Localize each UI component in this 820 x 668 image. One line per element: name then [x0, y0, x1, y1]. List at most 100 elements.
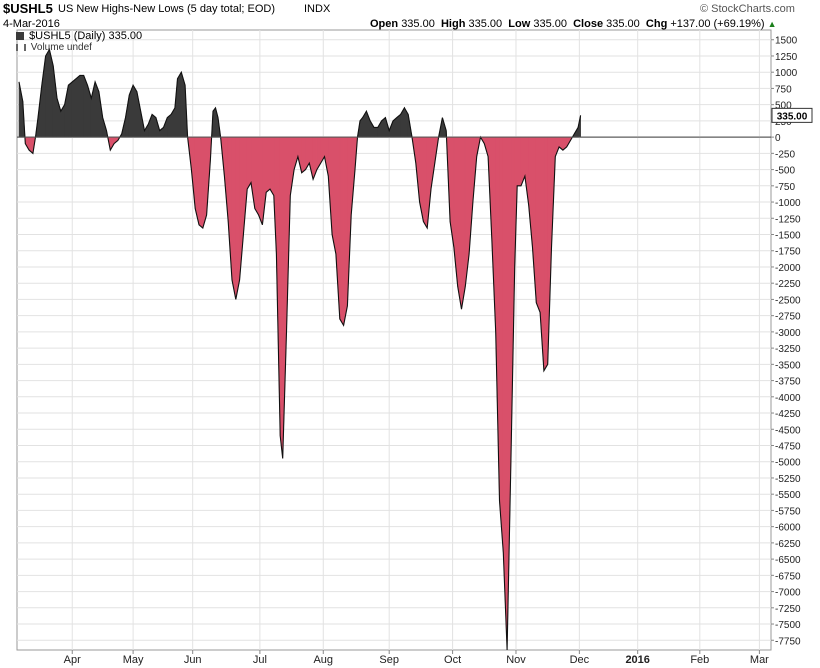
- y-tick-label: -3750: [775, 377, 801, 388]
- high-label: High: [440, 18, 466, 30]
- y-tick-label: -3000: [775, 328, 801, 339]
- chg-label: Chg: [645, 18, 668, 30]
- y-tick-label: -1750: [775, 247, 801, 258]
- chart-exchange: INDX: [304, 3, 331, 15]
- y-tick-label: -7000: [775, 588, 801, 599]
- y-tick-label: -1500: [775, 231, 801, 242]
- volume-legend-icon: [16, 43, 26, 51]
- y-tick-label: -4750: [775, 441, 801, 452]
- area-positive: [45, 48, 50, 138]
- open-label: Open: [370, 18, 399, 30]
- x-tick-label: Aug: [313, 654, 333, 666]
- ohlc-readout: Open 335.00 High 335.00 Low 335.00 Close…: [370, 18, 777, 30]
- area-negative: [202, 136, 207, 229]
- x-tick-label: Jun: [184, 654, 202, 666]
- x-tick-label: Sep: [379, 654, 399, 666]
- area-negative: [535, 136, 541, 313]
- y-tick-label: 0: [775, 133, 781, 144]
- y-tick-label: 500: [775, 101, 792, 112]
- y-tick-label: 750: [775, 84, 792, 95]
- area-negative: [258, 136, 263, 225]
- x-tick-label: Apr: [64, 654, 81, 666]
- chart-symbol: $USHL5: [3, 1, 53, 16]
- y-tick-label: -5500: [775, 490, 801, 501]
- y-tick-label: -4000: [775, 393, 801, 404]
- legend-volume: Volume undef: [16, 42, 92, 53]
- area-negative: [269, 136, 275, 197]
- x-tick-label: Feb: [690, 654, 709, 666]
- line-layer: [17, 48, 771, 651]
- y-tick-label: -4500: [775, 425, 801, 436]
- y-tick-label: -2750: [775, 312, 801, 323]
- x-tick-label: Nov: [506, 654, 526, 666]
- area-negative: [499, 136, 504, 553]
- area-negative: [461, 136, 466, 310]
- area-positive: [68, 81, 73, 138]
- watermark: © StockCharts.com: [700, 3, 795, 15]
- area-positive: [71, 78, 77, 138]
- legend-series: $USHL5 (Daily) 335.00: [16, 30, 142, 42]
- y-tick-label: 1500: [775, 36, 798, 47]
- close-label: Close: [573, 18, 604, 30]
- area-negative: [198, 136, 204, 229]
- x-tick-label: 2016: [625, 654, 649, 666]
- area-negative: [457, 136, 462, 310]
- area-negative: [543, 136, 548, 372]
- y-axis: 1500125010007505002500-250-500-750-1000-…: [771, 36, 801, 647]
- y-tick-label: 1250: [775, 52, 798, 63]
- y-tick-label: -2500: [775, 295, 801, 306]
- area-negative: [301, 136, 306, 174]
- y-tick-label: -6000: [775, 523, 801, 534]
- y-tick-label: -1000: [775, 198, 801, 209]
- low-value: 335.00: [533, 18, 567, 30]
- high-value: 335.00: [468, 18, 503, 30]
- y-tick-label: -6500: [775, 555, 801, 566]
- chart-description: US New Highs-New Lows (5 day total; EOD): [58, 3, 276, 15]
- last-value: 335.00: [771, 107, 813, 123]
- last-value-label: 335.00: [777, 111, 808, 122]
- y-tick-label: -1250: [775, 214, 801, 225]
- chart-date: 4-Mar-2016: [3, 18, 60, 30]
- y-tick-label: -3250: [775, 344, 801, 355]
- y-tick-label: -2250: [775, 279, 801, 290]
- y-tick-label: -4250: [775, 409, 801, 420]
- x-tick-label: Mar: [750, 654, 769, 666]
- y-tick-label: -3500: [775, 360, 801, 371]
- y-tick-label: -6750: [775, 571, 801, 582]
- y-tick-label: -5000: [775, 458, 801, 469]
- y-tick-label: -5250: [775, 474, 801, 485]
- x-tick-label: May: [123, 654, 144, 666]
- x-axis: Apr May Jun Jul Aug Sep Oct Nov Dec 2016 Feb Mar: [64, 650, 769, 666]
- legend-volume-label: Volume undef: [30, 42, 92, 53]
- area-negative: [343, 136, 348, 326]
- series-line: [18, 48, 582, 651]
- y-tick-label: -7500: [775, 620, 801, 631]
- y-tick-label: -7750: [775, 636, 801, 647]
- area-negative: [246, 136, 252, 191]
- area-negative: [265, 136, 271, 193]
- area-positive: [177, 71, 182, 138]
- x-tick-label: Oct: [444, 654, 461, 666]
- y-tick-label: -500: [775, 166, 795, 177]
- area-legend-icon: [16, 32, 24, 41]
- y-tick-label: -7250: [775, 604, 801, 615]
- area-negative: [235, 136, 240, 300]
- close-value: 335.00: [606, 18, 640, 30]
- y-tick-label: -5750: [775, 506, 801, 517]
- y-tick-label: -6250: [775, 539, 801, 550]
- area-positive: [75, 74, 81, 138]
- area-negative: [339, 136, 344, 327]
- chg-value: +137.00 (+69.19%): [670, 18, 765, 30]
- open-value: 335.00: [401, 18, 435, 30]
- area-negative: [423, 136, 428, 230]
- x-tick-label: Jul: [253, 654, 267, 666]
- area-positive: [373, 127, 379, 138]
- area-positive: [132, 84, 138, 138]
- y-tick-label: -2000: [775, 263, 801, 274]
- y-tick-label: -750: [775, 182, 795, 193]
- last-value-box: [771, 107, 813, 123]
- y-tick-label: 1000: [775, 68, 798, 79]
- low-label: Low: [508, 18, 531, 30]
- area-negative: [516, 136, 522, 187]
